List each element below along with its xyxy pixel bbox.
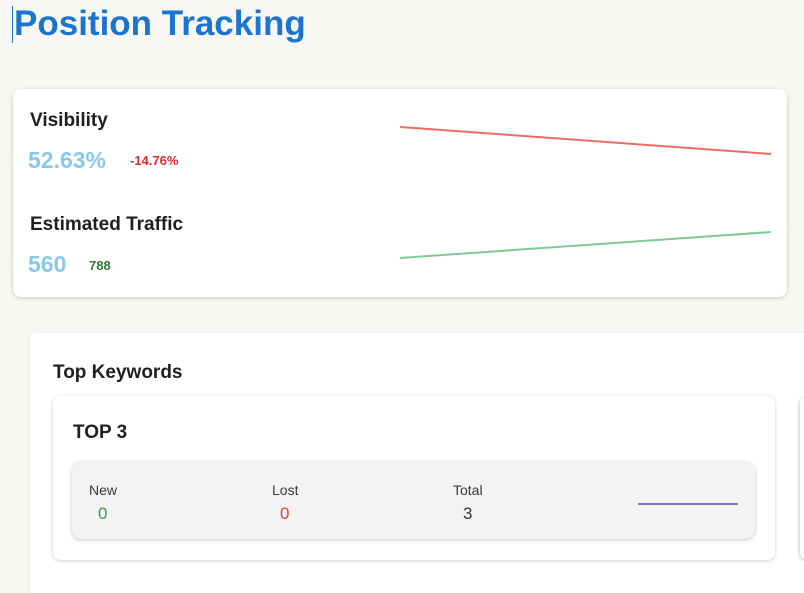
visibility-label: Visibility bbox=[30, 110, 108, 131]
top-keywords-card: Top Keywords TOP 3 New 0 Lost 0 Total 3 bbox=[30, 333, 804, 593]
traffic-delta: 788 bbox=[89, 258, 111, 273]
lost-label: Lost bbox=[272, 482, 299, 498]
new-value: 0 bbox=[98, 504, 108, 523]
top3-card: TOP 3 New 0 Lost 0 Total 3 bbox=[53, 396, 775, 560]
visibility-delta: -14.76% bbox=[130, 153, 179, 168]
top3-title: TOP 3 bbox=[73, 422, 128, 443]
lost-value: 0 bbox=[280, 504, 290, 523]
next-card-edge bbox=[800, 396, 804, 560]
total-label: Total bbox=[453, 482, 483, 498]
new-label: New bbox=[89, 482, 118, 498]
text-cursor bbox=[12, 6, 13, 43]
traffic-sparkline bbox=[399, 231, 772, 259]
total-value: 3 bbox=[463, 504, 473, 523]
visibility-value: 52.63% bbox=[28, 147, 107, 173]
top3-stats: New 0 Lost 0 Total 3 bbox=[72, 462, 755, 539]
visibility-sparkline bbox=[399, 126, 772, 155]
metrics-card: Visibility 52.63% -14.76% Estimated Traf… bbox=[13, 89, 787, 297]
traffic-value: 560 bbox=[28, 251, 67, 277]
top-keywords-title: Top Keywords bbox=[53, 362, 183, 383]
traffic-label: Estimated Traffic bbox=[30, 214, 184, 235]
top3-trend-line bbox=[638, 503, 738, 505]
page-title: Position Tracking bbox=[14, 4, 306, 43]
visibility-trend-line bbox=[399, 126, 772, 155]
traffic-trend-line bbox=[399, 231, 772, 259]
